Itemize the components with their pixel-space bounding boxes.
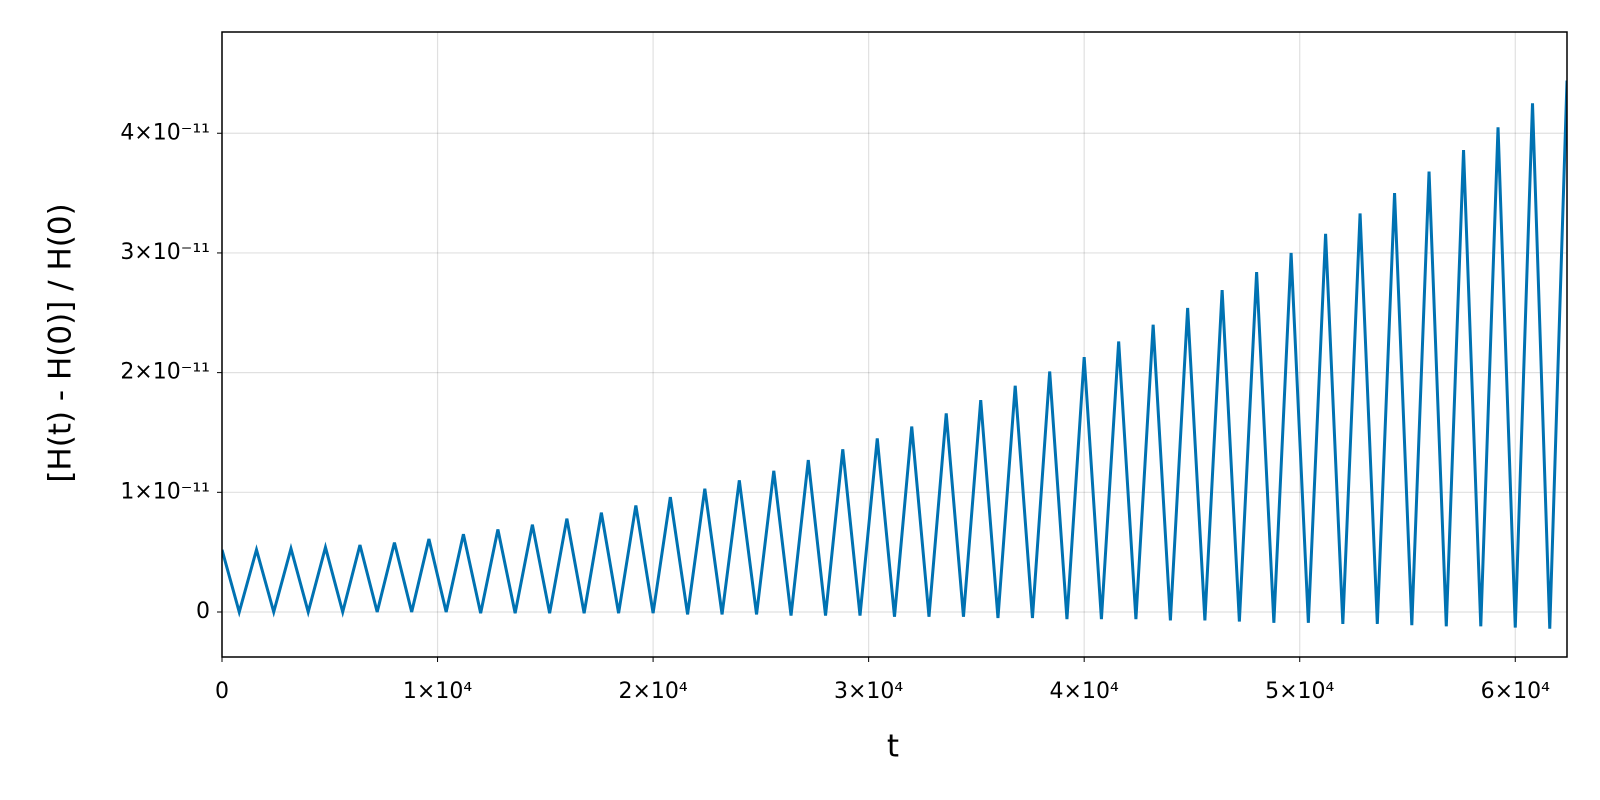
y-tick-label: 4×10⁻¹¹ (120, 120, 210, 145)
y-tick-label: 3×10⁻¹¹ (120, 240, 210, 265)
x-tick-label: 1×10⁴ (403, 679, 472, 704)
x-tick-label: 6×10⁴ (1481, 679, 1550, 704)
x-tick-label: 0 (215, 679, 229, 704)
y-tick-label: 1×10⁻¹¹ (120, 479, 210, 504)
plot-frame (221, 31, 1568, 658)
x-tick-label: 2×10⁴ (618, 679, 687, 704)
y-tick-label: 2×10⁻¹¹ (120, 360, 210, 385)
y-axis-label: [H(t) - H(0)] / H(0) (43, 203, 79, 482)
x-tick-label: 4×10⁴ (1050, 679, 1119, 704)
x-tick-label: 5×10⁴ (1265, 679, 1334, 704)
y-tick-label: 0 (196, 599, 210, 624)
x-axis-label: t (887, 729, 899, 765)
data-line (222, 80, 1567, 629)
x-tick-label: 3×10⁴ (834, 679, 903, 704)
